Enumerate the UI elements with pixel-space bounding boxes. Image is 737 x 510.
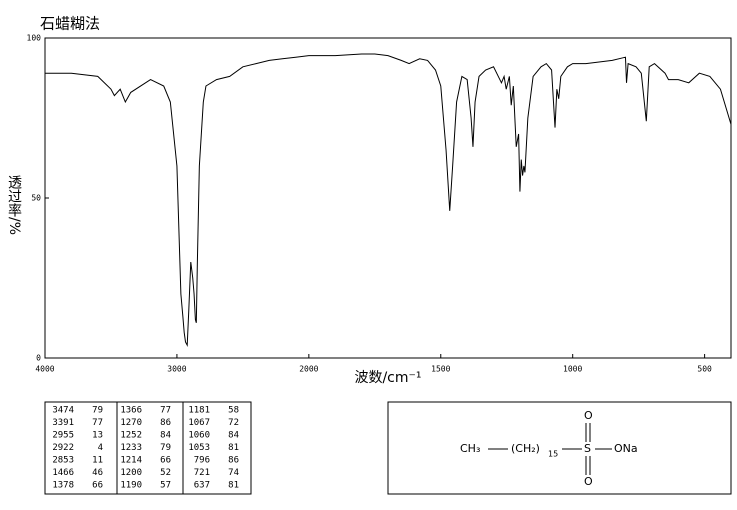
table-cell: 637 (194, 481, 210, 491)
peak-table-frame (44, 401, 252, 495)
table-cell: 796 (194, 456, 210, 466)
x-axis-label: 波数/cm⁻¹ (354, 370, 421, 386)
table-cell: 74 (228, 468, 239, 478)
table-cell: 77 (160, 406, 171, 416)
table-cell: 1181 (188, 406, 210, 416)
atom-label: (CH₂) (511, 442, 540, 455)
table-cell: 66 (92, 481, 103, 491)
atom-label: S (584, 442, 591, 455)
table-cell: 3474 (52, 406, 74, 416)
x-tick-label: 3000 (167, 365, 186, 374)
table-cell: 52 (160, 468, 171, 478)
y-axis-label: 透过率/% (6, 175, 22, 235)
table-cell: 1190 (120, 481, 142, 491)
table-cell: 13 (92, 431, 103, 441)
table-cell: 1270 (120, 418, 142, 428)
table-cell: 81 (228, 443, 239, 453)
atom-label: ONa (614, 442, 638, 455)
table-cell: 1053 (188, 443, 210, 453)
table-cell: 3391 (52, 418, 74, 428)
table-cell: 2955 (52, 431, 74, 441)
x-tick-label: 4000 (35, 365, 54, 374)
atom-label: CH₃ (460, 442, 480, 455)
atom-label: O (584, 409, 593, 422)
y-tick-label: 100 (27, 34, 42, 43)
atom-label: O (584, 475, 593, 488)
table-cell: 1067 (188, 418, 210, 428)
table-cell: 46 (92, 468, 103, 478)
table-cell: 2922 (52, 443, 74, 453)
table-cell: 1252 (120, 431, 142, 441)
subscript: 15 (548, 450, 558, 459)
table-cell: 66 (160, 456, 171, 466)
table-cell: 79 (160, 443, 171, 453)
table-cell: 77 (92, 418, 103, 428)
table-cell: 58 (228, 406, 239, 416)
x-tick-label: 500 (697, 365, 712, 374)
spectrum-line (45, 53, 732, 348)
table-cell: 1214 (120, 456, 142, 466)
table-cell: 86 (228, 456, 239, 466)
structure: CH₃ (CH₂) 15 S O O ONa (460, 409, 638, 488)
structure-frame (387, 401, 732, 495)
table-cell: 79 (92, 406, 103, 416)
table-cell: 11 (92, 456, 103, 466)
table-cell: 1060 (188, 431, 210, 441)
y-tick-label: 0 (36, 354, 41, 363)
table-cell: 1366 (120, 406, 142, 416)
table-cell: 2853 (52, 456, 74, 466)
table-cell: 4 (98, 443, 103, 453)
x-tick-label: 2000 (299, 365, 318, 374)
table-cell: 84 (160, 431, 171, 441)
table-cell: 1200 (120, 468, 142, 478)
table-cell: 86 (160, 418, 171, 428)
x-tick-label: 1500 (431, 365, 450, 374)
plot-frame (44, 37, 732, 359)
table-cell: 1378 (52, 481, 74, 491)
table-cell: 57 (160, 481, 171, 491)
x-tick-label: 1000 (563, 365, 582, 374)
table-cell: 1466 (52, 468, 74, 478)
table-cell: 81 (228, 481, 239, 491)
y-tick-label: 50 (31, 194, 41, 203)
table-cell: 1233 (120, 443, 142, 453)
chart-title: 石蜡糊法 (40, 15, 100, 33)
table-cell: 721 (194, 468, 210, 478)
table-cell: 84 (228, 431, 239, 441)
table-cell: 72 (228, 418, 239, 428)
